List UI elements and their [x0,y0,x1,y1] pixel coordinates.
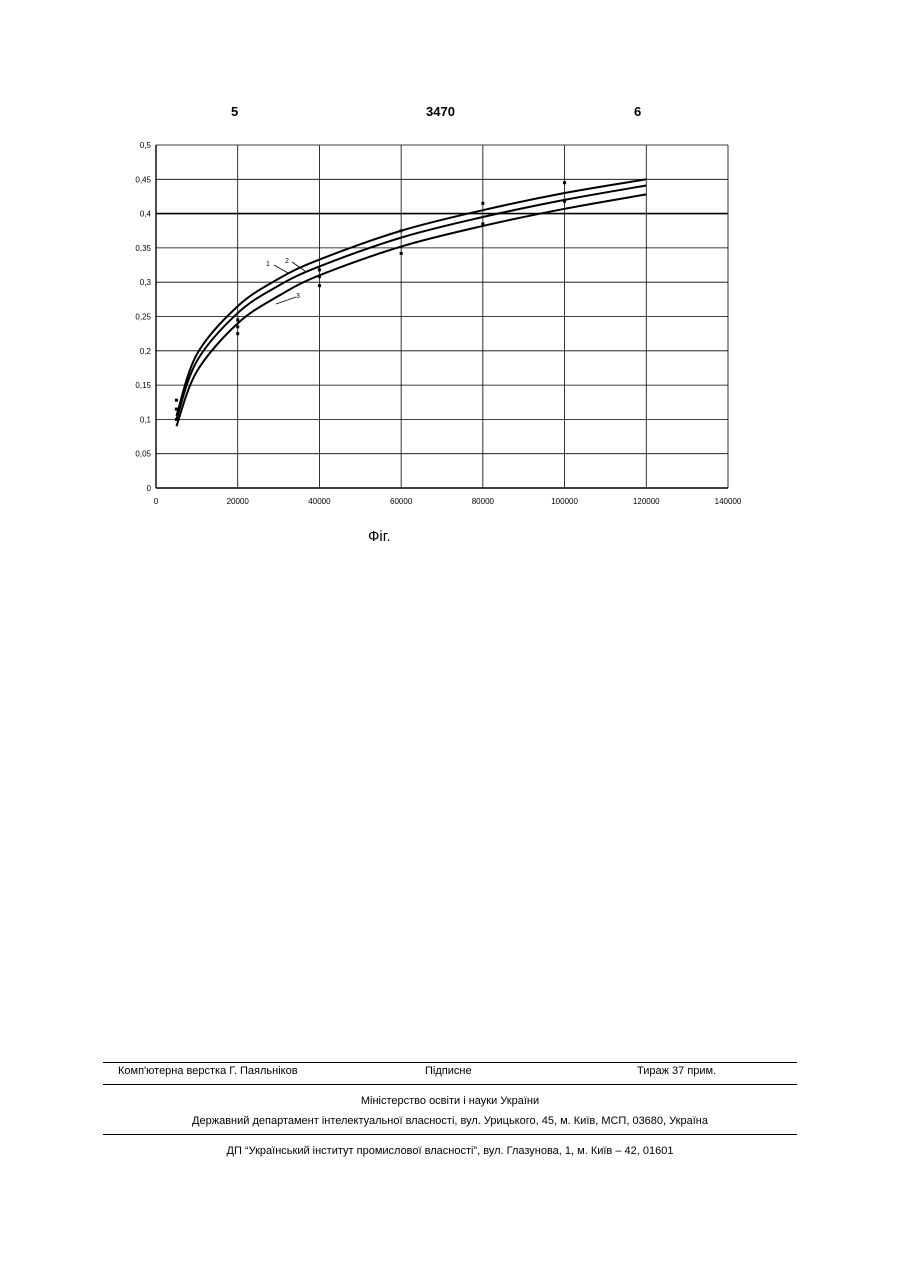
data-point [236,332,239,335]
x-tick-label: 60000 [390,497,413,506]
data-point [175,418,178,421]
y-tick-label: 0,5 [140,141,152,150]
footer-layout-credit: Комп'ютерна верстка Г. Паяльніков [118,1065,298,1077]
y-tick-label: 0,25 [135,313,151,322]
x-tick-label: 0 [154,497,159,506]
footer-rule-bottom [103,1134,797,1135]
y-tick-label: 0,05 [135,450,151,459]
y-tick-label: 0,1 [140,415,152,424]
x-tick-label: 20000 [227,497,250,506]
y-tick-label: 0,3 [140,278,152,287]
x-tick-label: 100000 [551,497,578,506]
data-point [400,229,403,232]
data-point [236,318,239,321]
data-point [318,284,321,287]
footer-department: Державний департамент інтелектуальної вл… [103,1115,797,1127]
data-point [175,399,178,402]
y-tick-labels: 0 0,05 0,1 0,15 0,2 0,25 0,3 0,35 0,4 0,45 0,5 [135,141,151,493]
curve-label-2: 2 [285,258,289,265]
data-point [175,408,178,411]
y-tick-label: 0,15 [135,381,151,390]
figure-chart: 020000400006000080000100000120000140000 … [0,0,901,560]
footer-circulation: Тираж 37 прим. [637,1065,716,1077]
x-tick-label: 80000 [472,497,495,506]
series-line-1 [176,179,646,416]
chart-grid [156,145,728,488]
data-point [318,268,321,271]
y-tick-label: 0 [147,484,152,493]
curve-label-3: 3 [296,293,300,300]
y-tick-label: 0,45 [135,175,151,184]
data-point [563,200,566,203]
annotation-leader [276,297,296,304]
x-tick-labels: 0 20000 40000 60000 80000 100000 120000 140000 [154,497,742,506]
data-point [318,275,321,278]
data-point [481,222,484,225]
series-line-3 [176,194,646,426]
data-point [400,252,403,255]
footer-printer: ДП “Український інститут промислової вла… [103,1145,797,1157]
y-tick-label: 0,4 [140,210,152,219]
footer-rule-top [103,1062,797,1063]
x-tick-label: 120000 [633,497,660,506]
data-point [236,325,239,328]
data-point [481,202,484,205]
annotation-leader [274,265,288,273]
x-tick-label: 140000 [715,497,742,506]
footer-signed: Підписне [425,1065,472,1077]
series-line-2 [176,185,646,419]
data-point [563,181,566,184]
x-tick-label: 40000 [308,497,331,506]
y-tick-label: 0,35 [135,244,151,253]
chart-series [176,179,646,426]
footer-ministry: Міністерство освіти і науки України [103,1095,797,1107]
footer-rule-middle [103,1084,797,1085]
curve-label-1: 1 [266,261,270,268]
figure-caption: Фіг. [368,528,391,545]
y-tick-label: 0,2 [140,347,152,356]
